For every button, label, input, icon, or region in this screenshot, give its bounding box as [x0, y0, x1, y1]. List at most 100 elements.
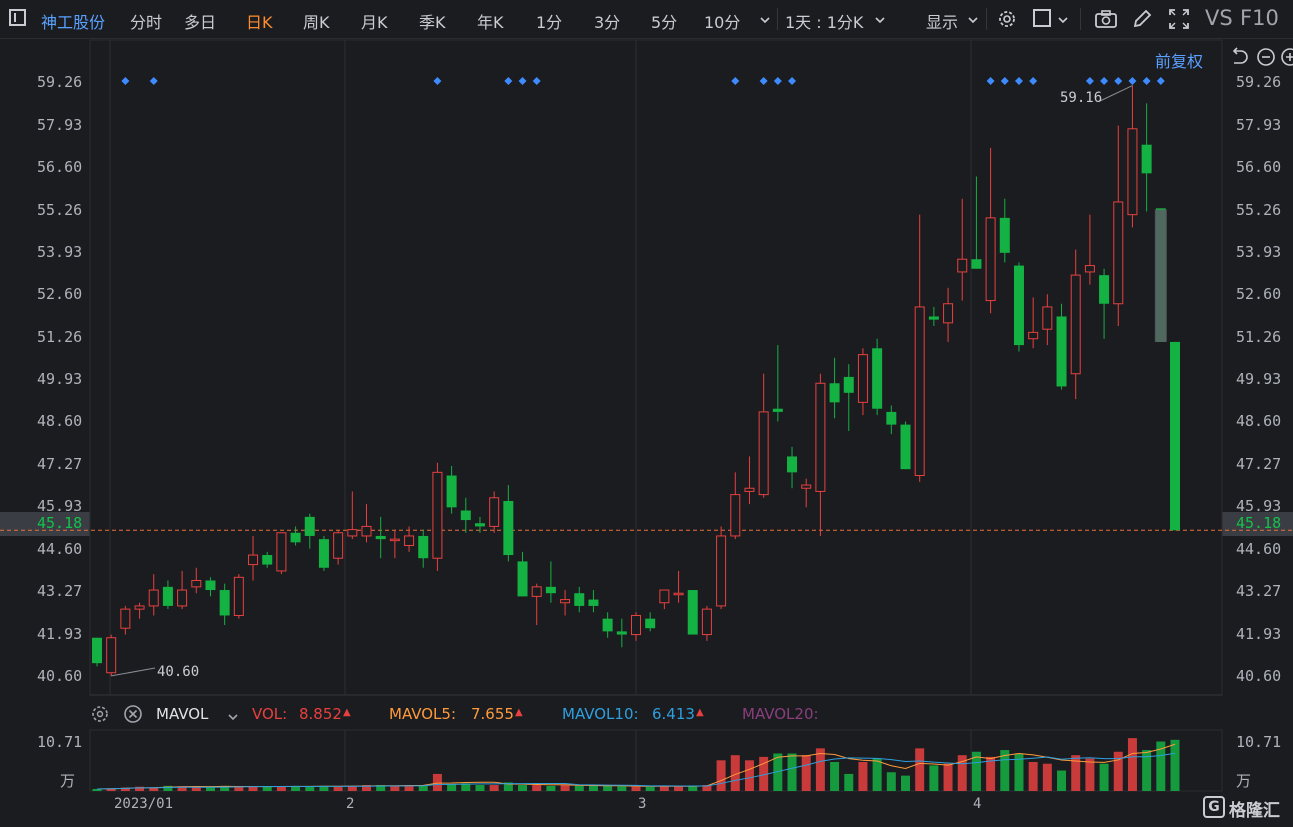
- price-tick-left: 57.93: [37, 115, 83, 134]
- f10-button[interactable]: F10: [1240, 6, 1279, 30]
- candle: [191, 567, 202, 594]
- high-annotation-leader: [1099, 85, 1133, 102]
- volume-bar: [191, 786, 201, 791]
- divider: [1080, 8, 1081, 30]
- event-marker-icon: [1156, 77, 1165, 85]
- volume-bar: [163, 785, 173, 791]
- volume-bar: [106, 788, 116, 791]
- candle-body: [616, 631, 627, 635]
- volume-bar: [886, 772, 896, 791]
- candle-body: [375, 535, 386, 540]
- volume-bar: [659, 785, 669, 791]
- mavol5-up-arrow-icon: ▲: [515, 707, 523, 718]
- tab-year-k[interactable]: 年K: [477, 13, 504, 32]
- volume-bar: [291, 785, 301, 791]
- price-tick-left: 55.26: [37, 200, 83, 219]
- volume-bar: [220, 785, 230, 791]
- volume-bar: [347, 785, 357, 791]
- volume-bar: [1156, 741, 1166, 791]
- chevron-down-icon[interactable]: [874, 11, 886, 30]
- volume-bar: [1071, 755, 1081, 791]
- tab-day-k[interactable]: 日K: [246, 13, 273, 32]
- volume-bar: [418, 785, 428, 791]
- indicator-select[interactable]: MAVOL: [156, 705, 209, 723]
- tab-fenshi[interactable]: 分时: [130, 13, 163, 32]
- event-marker-icon: [759, 77, 768, 85]
- square-style-icon[interactable]: [1033, 9, 1051, 27]
- price-tick-left: 47.27: [37, 454, 83, 473]
- event-marker-icon: [773, 77, 782, 85]
- divider: [986, 8, 987, 30]
- candle: [262, 551, 273, 568]
- vs-button[interactable]: VS: [1205, 6, 1233, 30]
- fullscreen-icon[interactable]: [1168, 8, 1190, 34]
- candle-body: [1170, 341, 1180, 531]
- candle: [1056, 303, 1067, 390]
- candle-body: [574, 593, 585, 606]
- candle: [276, 532, 287, 575]
- interval-select[interactable]: 1天 : 1分K: [785, 13, 864, 32]
- chevron-down-icon[interactable]: [967, 11, 979, 30]
- volume-bar: [532, 785, 542, 791]
- candle-body: [432, 471, 443, 559]
- tab-5min[interactable]: 5分: [651, 13, 678, 32]
- volume-bar: [645, 786, 655, 791]
- volume-bar: [787, 753, 797, 791]
- volume-bar: [759, 756, 769, 791]
- candle-body: [361, 525, 372, 537]
- volume-bar: [546, 785, 556, 791]
- price-tick-left: 43.27: [37, 581, 83, 600]
- price-tick-left: 49.93: [37, 370, 83, 389]
- candle-body: [404, 535, 415, 546]
- tab-quarter-k[interactable]: 季K: [419, 13, 446, 32]
- zoom-out-icon[interactable]: [1256, 47, 1276, 71]
- volume-bar: [404, 785, 414, 791]
- tab-10min[interactable]: 10分: [704, 13, 741, 32]
- time-axis-label: 4: [973, 796, 982, 812]
- reset-icon[interactable]: [1229, 47, 1249, 71]
- volume-bar: [957, 755, 967, 791]
- tab-month-k[interactable]: 月K: [361, 13, 388, 32]
- candle-body: [730, 494, 741, 537]
- volume-bar: [234, 786, 244, 791]
- candle: [772, 345, 783, 422]
- volume-bar: [503, 782, 513, 791]
- chevron-down-icon[interactable]: [759, 11, 771, 30]
- event-marker-icon: [1128, 77, 1137, 85]
- candle-body: [446, 475, 457, 508]
- candle-body: [999, 217, 1010, 253]
- display-menu[interactable]: 显示: [926, 13, 959, 32]
- camera-icon[interactable]: [1094, 9, 1118, 33]
- pencil-icon[interactable]: [1131, 8, 1153, 34]
- price-tick-left: 48.60: [37, 412, 83, 431]
- close-indicator-icon[interactable]: [123, 704, 143, 728]
- settings-gear-icon[interactable]: [996, 8, 1018, 34]
- adjust-mode-label[interactable]: 前复权: [1155, 52, 1204, 71]
- indicator-settings-icon[interactable]: [90, 704, 110, 728]
- volume-axis-max-right: 10.71: [1236, 733, 1282, 751]
- tab-week-k[interactable]: 周K: [303, 13, 330, 32]
- candle: [857, 348, 868, 416]
- volume-bar: [276, 786, 286, 791]
- chevron-down-icon[interactable]: [1057, 11, 1069, 30]
- candle: [701, 605, 712, 641]
- stock-name[interactable]: 神工股份: [41, 13, 106, 32]
- volume-axis-max-left: 10.71: [37, 733, 83, 751]
- low-price-annotation: 40.60: [157, 664, 200, 680]
- tab-duori[interactable]: 多日: [184, 13, 217, 32]
- sidebar-toggle-icon[interactable]: [9, 9, 26, 26]
- event-marker-icon: [1014, 77, 1023, 85]
- candle: [248, 535, 259, 581]
- candle-body: [1113, 201, 1124, 305]
- price-tick-right: 56.60: [1236, 157, 1282, 176]
- tab-1min[interactable]: 1分: [536, 13, 563, 32]
- candle-body: [262, 555, 273, 565]
- volume-bar: [262, 786, 272, 791]
- divider: [777, 8, 778, 30]
- tab-3min[interactable]: 3分: [594, 13, 621, 32]
- candle: [120, 605, 131, 635]
- candle: [333, 529, 344, 565]
- candle-body: [645, 618, 656, 629]
- chevron-down-icon[interactable]: [227, 708, 239, 727]
